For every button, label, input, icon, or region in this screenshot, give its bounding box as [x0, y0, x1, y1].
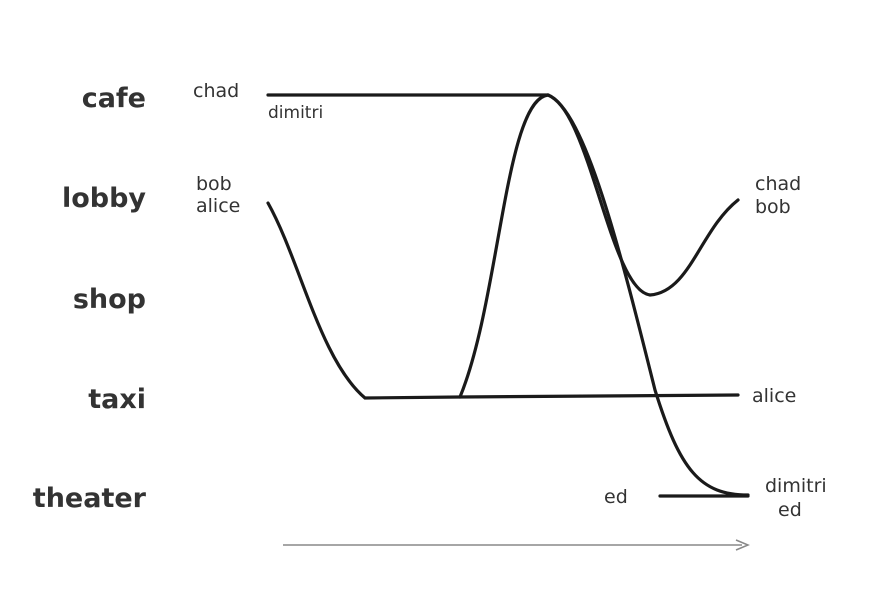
location-label: theater — [33, 483, 147, 514]
story-line — [546, 93, 750, 497]
end-label: bob — [755, 196, 791, 218]
arrow-head — [735, 539, 750, 551]
end-label: alice — [752, 385, 796, 407]
story-line — [266, 201, 740, 400]
location-label: cafe — [82, 83, 146, 114]
start-label: dimitri — [268, 103, 323, 123]
story-line — [546, 93, 740, 297]
end-label: ed — [778, 499, 802, 521]
start-label: chad — [193, 80, 239, 102]
story-line — [458, 93, 550, 399]
start-label: alice — [196, 195, 240, 217]
location-label: shop — [73, 284, 146, 315]
location-label: taxi — [88, 384, 146, 415]
start-label: bob — [196, 173, 232, 195]
start-label: ed — [604, 486, 628, 508]
end-label: chad — [755, 173, 801, 195]
location-label: lobby — [62, 183, 146, 214]
end-label: dimitri — [765, 475, 827, 497]
